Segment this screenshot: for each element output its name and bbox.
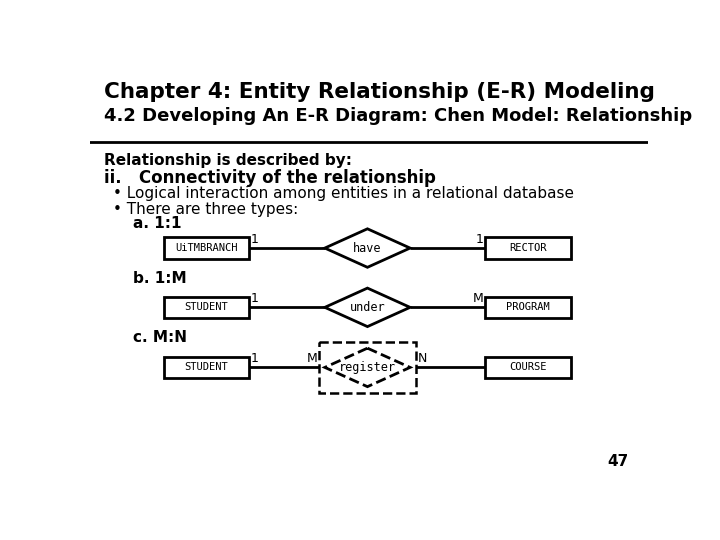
Text: UiTMBRANCH: UiTMBRANCH — [175, 243, 238, 253]
Text: N: N — [418, 352, 427, 365]
Text: 4.2 Developing An E-R Diagram: Chen Model: Relationship: 4.2 Developing An E-R Diagram: Chen Mode… — [104, 107, 692, 125]
Text: Chapter 4: Entity Relationship (E-R) Modeling: Chapter 4: Entity Relationship (E-R) Mod… — [104, 82, 654, 102]
Text: • There are three types:: • There are three types: — [113, 202, 299, 217]
Text: have: have — [354, 241, 382, 254]
Text: 47: 47 — [608, 454, 629, 469]
Bar — [163, 296, 249, 318]
Text: M: M — [306, 352, 317, 365]
Text: a. 1:1: a. 1:1 — [132, 215, 181, 231]
Text: 1: 1 — [251, 292, 258, 305]
Text: RECTOR: RECTOR — [509, 243, 546, 253]
Text: c. M:N: c. M:N — [132, 330, 186, 346]
Text: COURSE: COURSE — [509, 362, 546, 373]
Text: 1: 1 — [251, 352, 258, 365]
Text: Relationship is described by:: Relationship is described by: — [104, 153, 352, 168]
Text: M: M — [473, 292, 484, 305]
Bar — [485, 356, 570, 378]
Bar — [319, 342, 416, 393]
Bar — [163, 356, 249, 378]
Text: ii.   Connectivity of the relationship: ii. Connectivity of the relationship — [104, 168, 436, 187]
Text: b. 1:M: b. 1:M — [132, 271, 186, 286]
Bar — [485, 237, 570, 259]
Polygon shape — [325, 348, 410, 387]
Text: STUDENT: STUDENT — [184, 362, 228, 373]
Text: 1: 1 — [476, 233, 484, 246]
Polygon shape — [325, 288, 410, 327]
Polygon shape — [325, 229, 410, 267]
Text: • Logical interaction among entities in a relational database: • Logical interaction among entities in … — [113, 186, 575, 201]
Bar — [485, 296, 570, 318]
Text: under: under — [350, 301, 385, 314]
Text: PROGRAM: PROGRAM — [506, 302, 550, 312]
Text: STUDENT: STUDENT — [184, 302, 228, 312]
Text: 1: 1 — [251, 233, 258, 246]
Text: register: register — [339, 361, 396, 374]
Bar — [163, 237, 249, 259]
